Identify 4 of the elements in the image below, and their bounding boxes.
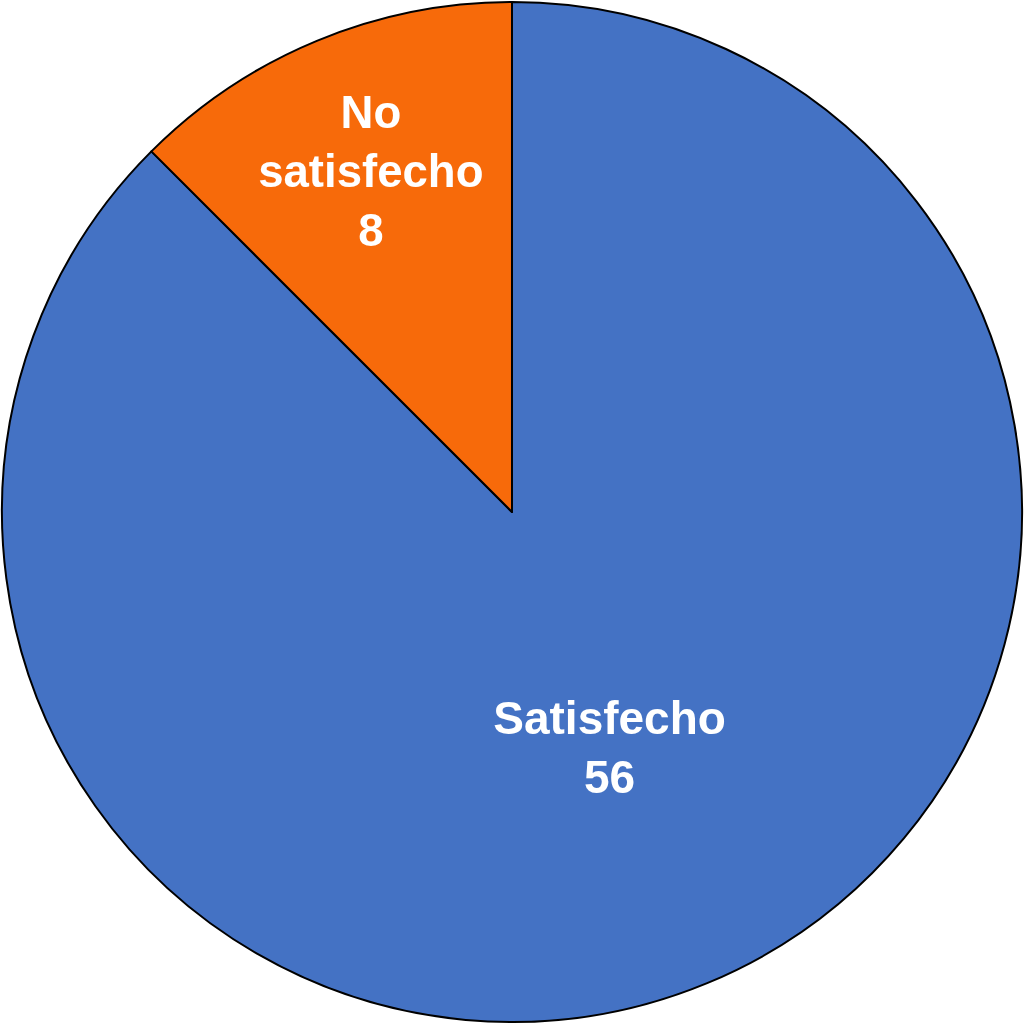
data-label: 8 [358,205,384,257]
slice-label: No satisfecho [258,86,484,198]
data-label: 56 [584,751,636,804]
slice-label: Satisfecho [493,691,726,744]
